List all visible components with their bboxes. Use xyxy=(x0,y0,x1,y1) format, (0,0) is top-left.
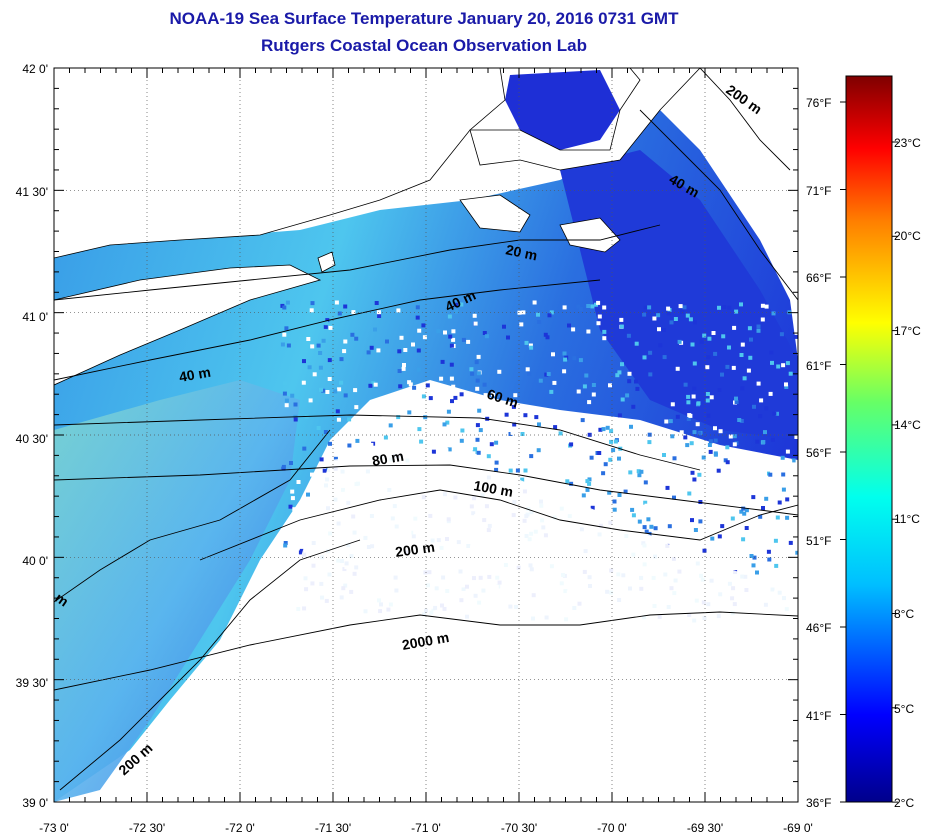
celsius-label: 23°C xyxy=(894,136,921,150)
depth-label: 20 m xyxy=(504,241,539,263)
depth-label: 100 m xyxy=(472,477,514,500)
depth-label: 40 m xyxy=(178,364,212,385)
lat-label: 40 0' xyxy=(22,554,48,568)
lat-label: 41 0' xyxy=(22,310,48,324)
map-subtitle: Rutgers Coastal Ocean Observation Lab xyxy=(261,36,587,55)
fahrenheit-label: 51°F xyxy=(806,534,831,548)
fahrenheit-label: 41°F xyxy=(806,709,831,723)
fahrenheit-label: 76°F xyxy=(806,96,831,110)
graticule xyxy=(54,68,798,802)
fahrenheit-label: 71°F xyxy=(806,184,831,198)
celsius-label: 8°C xyxy=(894,607,914,621)
lon-label: -72 30' xyxy=(129,821,165,835)
celsius-labels: 23°C 20°C 17°C 14°C 11°C 8°C 5°C 2°C xyxy=(894,136,921,810)
fahrenheit-label: 46°F xyxy=(806,621,831,635)
lon-label: -70 30' xyxy=(501,821,537,835)
cape-cod xyxy=(469,68,701,171)
lon-label: -69 0' xyxy=(783,821,813,835)
lat-label: 42 0' xyxy=(22,62,48,76)
lon-label: -71 0' xyxy=(411,821,441,835)
land-layer xyxy=(54,68,798,802)
lon-label: -69 30' xyxy=(687,821,723,835)
latitude-labels: 42 0' 41 30' 41 0' 40 30' 40 0' 39 30' 3… xyxy=(16,62,48,810)
longitude-labels: -73 0' -72 30' -72 0' -71 30' -71 0' -70… xyxy=(39,821,813,835)
celsius-label: 17°C xyxy=(894,324,921,338)
lon-label: -71 30' xyxy=(315,821,351,835)
celsius-label: 20°C xyxy=(894,229,921,243)
nantucket xyxy=(559,217,621,253)
lon-label: -70 0' xyxy=(597,821,627,835)
long-island xyxy=(54,264,322,386)
colorbar-ticks xyxy=(840,101,898,803)
lat-label: 41 30' xyxy=(16,185,48,199)
marthas-vineyard xyxy=(459,194,531,233)
lat-label: 40 30' xyxy=(16,432,48,446)
celsius-label: 5°C xyxy=(894,702,914,716)
celsius-label: 14°C xyxy=(894,418,921,432)
fahrenheit-label: 61°F xyxy=(806,359,831,373)
fahrenheit-label: 36°F xyxy=(806,796,831,810)
fahrenheit-label: 56°F xyxy=(806,446,831,460)
bathymetry-contours xyxy=(54,68,798,791)
celsius-label: 2°C xyxy=(894,796,914,810)
lon-label: -73 0' xyxy=(39,821,69,835)
depth-label: 80 m xyxy=(371,448,405,469)
lon-label: -72 0' xyxy=(225,821,255,835)
fahrenheit-label: 66°F xyxy=(806,271,831,285)
lat-label: 39 30' xyxy=(16,676,48,690)
new-england-coast xyxy=(54,68,506,259)
map-title: NOAA-19 Sea Surface Temperature January … xyxy=(169,9,679,28)
fahrenheit-labels: 76°F 71°F 66°F 61°F 56°F 51°F 46°F 41°F … xyxy=(806,96,831,810)
lat-label: 39 0' xyxy=(22,796,48,810)
celsius-label: 11°C xyxy=(894,512,920,526)
axis-ticks xyxy=(53,67,799,803)
depth-label: 200 m xyxy=(394,539,436,560)
temperature-colorbar xyxy=(845,75,893,803)
block-island xyxy=(317,251,336,273)
